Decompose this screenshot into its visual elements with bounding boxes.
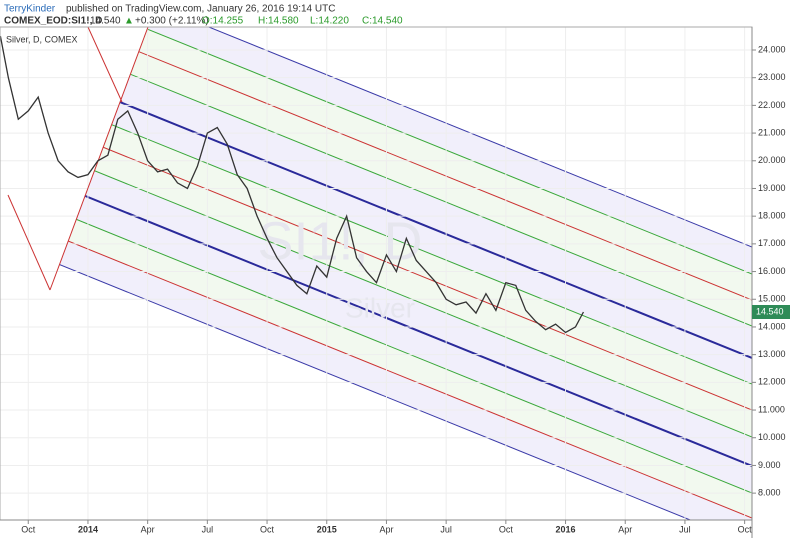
y-tick-label: 16.000 (758, 266, 786, 276)
fork-line (10, 131, 752, 438)
fork-band (10, 213, 752, 520)
y-tick-label: 11.000 (758, 404, 785, 414)
fork-line (10, 104, 752, 411)
x-tick-label: Jul (679, 524, 691, 534)
fork-line (10, 27, 752, 248)
x-tick-label: Jul (440, 524, 452, 534)
x-tick-label: 2015 (317, 524, 337, 534)
y-tick-label: 22.000 (758, 100, 786, 110)
watermark: SI1!, D (257, 211, 422, 271)
published: published on TradingView.com, January 26… (66, 4, 335, 15)
fork-line (10, 52, 752, 359)
price-line (0, 36, 585, 334)
y-tick-label: 21.000 (758, 127, 786, 137)
y-tick-label: 12.000 (758, 377, 786, 387)
fork-band (10, 27, 752, 300)
last-price-label: 14.540 (756, 306, 784, 316)
fork-handles (7, 27, 149, 291)
handle (7, 194, 51, 291)
y-tick-label: 20.000 (758, 155, 786, 165)
low: L:14.220 (310, 16, 349, 27)
fork-line (10, 78, 752, 385)
fork-line (10, 239, 752, 520)
change: +0.300 (+2.11%) (135, 16, 209, 27)
y-tick-label: 10.000 (758, 432, 786, 442)
fork-line (10, 27, 752, 275)
x-tick-label: Oct (738, 524, 753, 534)
open: O:14.255 (202, 16, 244, 27)
fork-band (10, 188, 752, 518)
close: C:14.540 (362, 16, 403, 27)
y-tick-label: 13.000 (758, 349, 786, 359)
x-tick-label: Oct (21, 524, 36, 534)
y-tick-label: 24.000 (758, 44, 786, 54)
grid (0, 27, 752, 520)
up-arrow: ▲ (124, 16, 134, 27)
high: H:14.580 (258, 16, 299, 27)
plot (0, 36, 585, 334)
author[interactable]: TerryKinder (4, 4, 56, 15)
y-tick-label: 8.000 (758, 488, 781, 498)
fork-line (10, 160, 752, 467)
fork-band (10, 53, 752, 384)
legend: Silver, D, COMEX (6, 34, 78, 44)
x-tick-label: Apr (618, 524, 632, 534)
y-tick-label: 9.000 (758, 460, 781, 470)
y-tick-label: 18.000 (758, 211, 786, 221)
x-tick-label: Apr (141, 524, 155, 534)
x-tick-label: 2014 (78, 524, 98, 534)
y-tick-label: 17.000 (758, 238, 786, 248)
fork-band (10, 27, 752, 274)
x-tick-label: Apr (379, 524, 393, 534)
handle (87, 27, 123, 103)
y-tick-label: 19.000 (758, 183, 786, 193)
x-tick-label: Jul (202, 524, 214, 534)
x-tick-label: 2016 (556, 524, 576, 534)
symbol: COMEX_EOD:SI1!, D (4, 16, 102, 27)
watermark: Silver (345, 292, 415, 323)
y-tick-label: 14.000 (758, 321, 786, 331)
y-tick-label: 15.000 (758, 294, 786, 304)
fork-line (10, 187, 752, 494)
handle (49, 27, 149, 291)
fork-line (10, 212, 752, 519)
price: 14.540 (90, 16, 121, 27)
y-tick-label: 23.000 (758, 72, 786, 82)
x-tick-label: Oct (260, 524, 275, 534)
x-tick-label: Oct (499, 524, 514, 534)
last-price-box (752, 304, 790, 319)
